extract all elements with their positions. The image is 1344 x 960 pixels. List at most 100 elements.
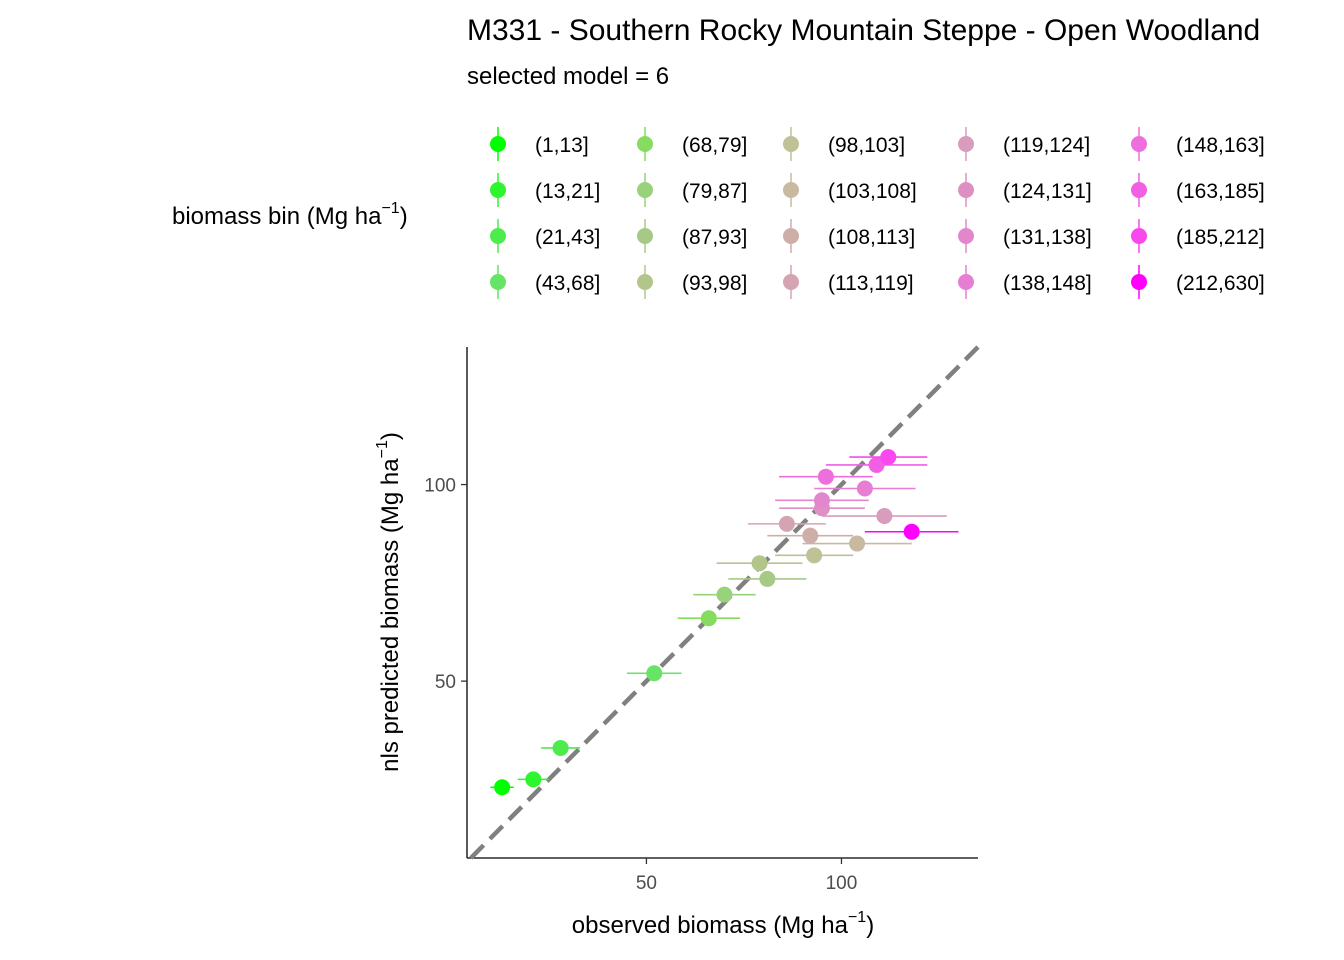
legend-label: (138,148] (1003, 272, 1092, 295)
legend-key-point (490, 182, 506, 198)
data-point-group (626, 665, 682, 682)
legend-key-point (1131, 182, 1147, 198)
chart-title: M331 - Southern Rocky Mountain Steppe - … (467, 14, 1260, 47)
y-axis-title-text: nls predicted biomass (Mg ha (377, 458, 404, 772)
data-point-group (802, 535, 912, 552)
data-point (903, 523, 920, 540)
legend-item: (148,163] (1131, 127, 1265, 161)
legend-key-point (1131, 228, 1147, 244)
x-axis-title-exponent: −1 (848, 909, 866, 926)
data-point (494, 779, 511, 796)
data-point (806, 547, 823, 564)
legend-key-point (958, 182, 974, 198)
legend-label: (163,185] (1176, 180, 1265, 203)
legend-label: (21,43] (535, 226, 600, 249)
legend-label: (98,103] (828, 134, 905, 157)
x-tick-label: 50 (636, 873, 657, 894)
legend-item: (1,13] (490, 127, 589, 161)
legend-label: (68,79] (682, 134, 747, 157)
legend-key-point (1131, 274, 1147, 290)
data-point-group (693, 586, 756, 603)
legend-label: (13,21] (535, 180, 600, 203)
y-axis-title-close: ) (377, 432, 404, 440)
legend-item: (79,87] (637, 173, 747, 207)
legend-key-point (958, 274, 974, 290)
legend-item: (103,108] (783, 173, 917, 207)
legend-item: (185,212] (1131, 219, 1265, 253)
legend-key-point (490, 274, 506, 290)
legend-label: (148,163] (1176, 134, 1265, 157)
data-point-group (767, 527, 854, 544)
legend-title-unit-exponent: −1 (381, 200, 399, 217)
legend-key-point (490, 136, 506, 152)
legend-label: (43,68] (535, 272, 600, 295)
chart-subtitle: selected model = 6 (467, 63, 669, 90)
x-axis-title: observed biomass (Mg ha−1) (572, 909, 874, 939)
data-point-group (490, 779, 514, 796)
legend-item: (131,138] (958, 219, 1092, 253)
legend-item: (98,103] (783, 127, 905, 161)
legend-key-point (958, 136, 974, 152)
data-point-group (728, 570, 807, 587)
data-point (880, 449, 897, 466)
legend-label: (185,212] (1176, 226, 1265, 249)
data-point (778, 515, 795, 532)
data-point (868, 456, 885, 473)
data-point-group (775, 492, 869, 509)
data-point-group (864, 523, 959, 540)
legend-item: (119,124] (958, 127, 1090, 161)
data-point (751, 555, 768, 572)
legend-key-point (637, 274, 653, 290)
legend-key-point (1131, 136, 1147, 152)
data-point (525, 771, 542, 788)
y-tick-label: 50 (435, 672, 456, 693)
legend-item: (93,98] (637, 265, 747, 299)
legend-label: (124,131] (1003, 180, 1092, 203)
legend-key-point (490, 228, 506, 244)
data-point-group (775, 547, 854, 564)
data-point-group (517, 771, 549, 788)
data-point-group (825, 456, 928, 473)
data-point-group (821, 508, 947, 525)
data-point (849, 535, 866, 552)
data-point (802, 527, 819, 544)
legend-title-text: biomass bin (Mg ha (172, 203, 382, 230)
data-point-group (541, 739, 581, 756)
x-axis-ticks: 50 100 (636, 858, 857, 894)
data-point (716, 586, 733, 603)
data-point (759, 570, 776, 587)
legend-label: (119,124] (1003, 134, 1090, 157)
data-point-group (814, 480, 916, 497)
data-point-group (677, 610, 741, 627)
legend-item: (13,21] (490, 173, 600, 207)
legend-label: (79,87] (682, 180, 747, 203)
legend-item: (113,119] (783, 265, 914, 299)
legend-label: (131,138] (1003, 226, 1092, 249)
data-point (700, 610, 717, 627)
data-point-group (849, 449, 928, 466)
legend-item: (43,68] (490, 265, 600, 299)
legend-key-point (958, 228, 974, 244)
x-axis-title-text: observed biomass (Mg ha (572, 912, 849, 939)
legend-item: (68,79] (637, 127, 747, 161)
legend-item: (212,630] (1131, 265, 1265, 299)
legend-key-point (783, 274, 799, 290)
data-point (552, 739, 569, 756)
data-point (646, 665, 663, 682)
y-tick-label: 100 (424, 476, 456, 497)
legend-key-point (637, 228, 653, 244)
legend-item: (138,148] (958, 265, 1092, 299)
data-point (856, 480, 873, 497)
data-point (813, 492, 830, 509)
legend-key-point (637, 182, 653, 198)
legend-label: (103,108] (828, 180, 917, 203)
legend-key-point (783, 228, 799, 244)
legend-title-unit-close: ) (400, 203, 408, 230)
legend-title: biomass bin (Mg ha−1) (172, 200, 408, 230)
legend-label: (113,119] (828, 272, 914, 295)
legend-key-point (783, 136, 799, 152)
legend-key-point (783, 182, 799, 198)
data-point-group (779, 468, 873, 485)
data-points (490, 449, 959, 796)
